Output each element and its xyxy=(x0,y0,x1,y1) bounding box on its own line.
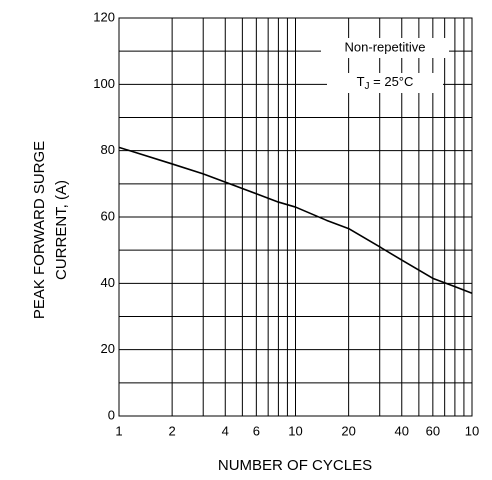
x-tick-label: 10 xyxy=(465,423,479,438)
x-tick-label: 6 xyxy=(253,423,260,438)
x-tick-label: 10 xyxy=(288,423,302,438)
x-tick-label: 2 xyxy=(169,423,176,438)
annotation: Non-repetitive xyxy=(345,39,426,54)
y-tick-label: 0 xyxy=(108,407,115,422)
y-axis-label: CURRENT, (A) xyxy=(53,180,70,280)
plot-frame xyxy=(118,17,473,417)
line xyxy=(118,146,473,295)
annotation-bg xyxy=(321,38,449,58)
y-tick-label: 40 xyxy=(101,275,115,290)
y-tick-label: 80 xyxy=(101,142,115,157)
x-tick-label: 40 xyxy=(395,423,409,438)
y-axis-label: PEAK FORWARD SURGE xyxy=(31,141,48,319)
annotation-sub: J xyxy=(365,81,370,92)
x-axis-label: NUMBER OF CYCLES xyxy=(218,457,372,474)
annotation-bg xyxy=(327,73,443,93)
y-tick-label: 20 xyxy=(101,341,115,356)
x-tick-label: 20 xyxy=(341,423,355,438)
x-tick-label: 4 xyxy=(222,423,229,438)
y-tick-label: 100 xyxy=(93,76,115,91)
x-tick-label: 1 xyxy=(115,423,122,438)
annotation-part: = 25°C xyxy=(370,74,414,89)
y-tick-label: 60 xyxy=(101,208,115,223)
x-tick-label: 60 xyxy=(426,423,440,438)
y-tick-label: 120 xyxy=(93,9,115,24)
annotation-part: T xyxy=(357,74,365,89)
annotation: TJ = 25°C xyxy=(357,74,414,91)
